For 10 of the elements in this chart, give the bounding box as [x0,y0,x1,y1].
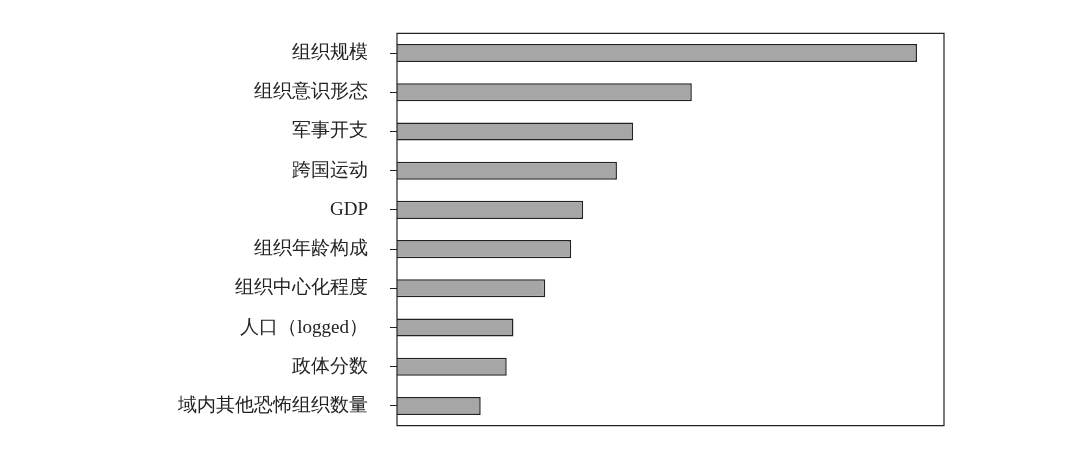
y-tick-label: 政体分数 [292,354,368,376]
y-tick-label: 组织年龄构成 [254,237,368,259]
y-tick-label: 域内其他恐怖组织数量 [177,393,368,415]
y-tick-label: 人口（logged） [240,315,368,337]
y-tick-label: 组织规模 [292,40,368,62]
y-tick-label: 组织意识形态 [254,80,368,102]
y-tick-label: GDP [329,197,368,219]
y-tick-label: 军事开支 [292,119,368,141]
y-tick-label: 组织中心化程度 [235,276,368,298]
y-tick-label: 跨国运动 [292,158,368,180]
